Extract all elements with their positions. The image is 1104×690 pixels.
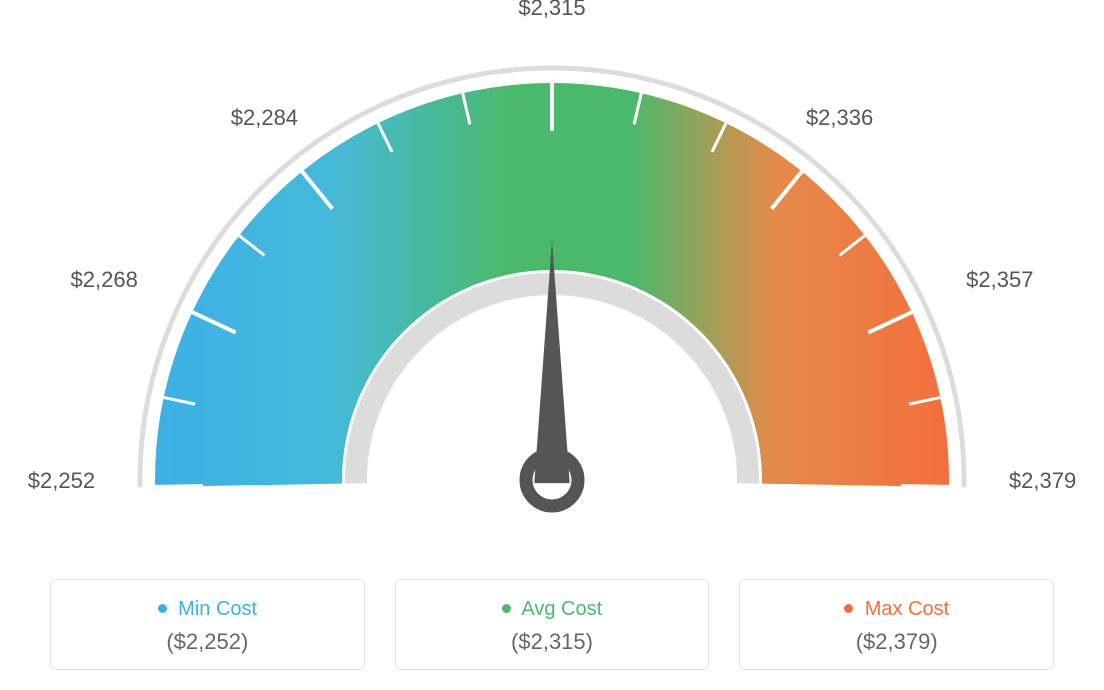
svg-text:$2,284: $2,284 [231,105,298,130]
svg-text:$2,315: $2,315 [518,0,585,20]
avg-dot-icon [502,604,511,613]
min-label-text: Min Cost [178,598,257,620]
gauge-chart: $2,252 $2,268 $2,284 $2,315 $2,336 $2,357 $2,3… [0,0,1104,540]
svg-text:$2,379: $2,379 [1009,468,1076,493]
min-cost-label: Min Cost [61,598,354,621]
svg-text:$2,252: $2,252 [28,468,95,493]
max-cost-value: ($2,379) [750,629,1043,655]
avg-label-text: Avg Cost [521,598,602,620]
svg-text:$2,357: $2,357 [966,267,1033,292]
cost-cards-row: Min Cost ($2,252) Avg Cost ($2,315) Max … [50,579,1054,670]
avg-cost-label: Avg Cost [406,598,699,621]
svg-text:$2,268: $2,268 [71,267,138,292]
cost-gauge-widget: $2,252 $2,268 $2,284 $2,315 $2,336 $2,357 $2,3… [0,0,1104,690]
min-dot-icon [158,604,167,613]
max-dot-icon [844,604,853,613]
max-cost-card: Max Cost ($2,379) [739,579,1054,670]
avg-cost-value: ($2,315) [406,629,699,655]
avg-cost-card: Avg Cost ($2,315) [395,579,710,670]
svg-text:$2,336: $2,336 [806,105,873,130]
min-cost-card: Min Cost ($2,252) [50,579,365,670]
min-cost-value: ($2,252) [61,629,354,655]
max-label-text: Max Cost [865,598,949,620]
max-cost-label: Max Cost [750,598,1043,621]
